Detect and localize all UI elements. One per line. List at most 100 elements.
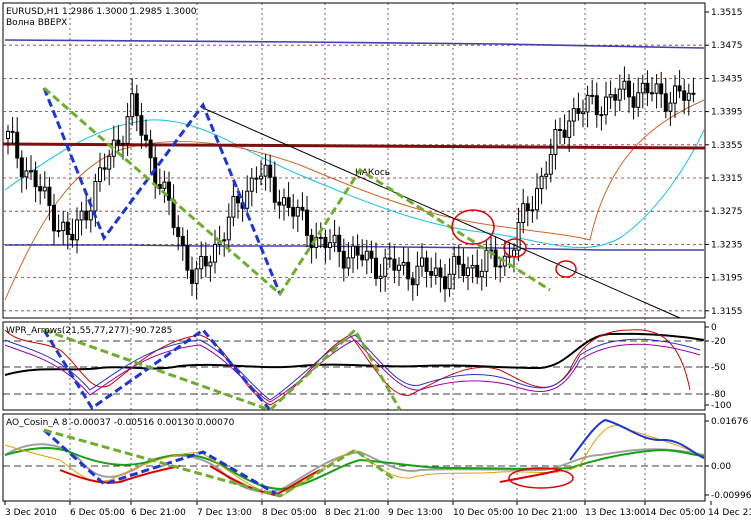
signal-circle[interactable]: [451, 209, 495, 245]
price-axis-label: 1.3475: [711, 41, 743, 51]
candle-body: [254, 177, 259, 180]
candle-body: [659, 83, 664, 95]
candle-body: [484, 249, 489, 272]
candle-body: [567, 120, 572, 138]
candle-body: [535, 188, 539, 211]
candle-body: [461, 263, 466, 277]
candle-body: [475, 264, 480, 278]
candle-body: [599, 114, 604, 117]
candle-body: [52, 204, 56, 232]
ac-axis-label: -0.00996: [711, 491, 751, 501]
candle-body: [571, 108, 576, 122]
ac-orange-line: [4, 425, 701, 498]
candle-body: [530, 209, 535, 212]
wpr-blue-line: [4, 334, 701, 401]
candle-body: [286, 197, 291, 208]
candle-body: [622, 80, 627, 90]
candle-body: [548, 153, 553, 175]
signal-circle[interactable]: [503, 238, 527, 258]
candle-body: [360, 254, 365, 261]
time-axis: 3 Dec 2010 6 Dec 05:00 6 Dec 21:00 7 Dec 13…: [4, 501, 751, 518]
candle-body: [15, 131, 20, 159]
candle-body: [98, 167, 102, 183]
wpr-axis-label: 0: [711, 323, 717, 333]
wpr-black-line: [4, 332, 705, 376]
candle-body: [424, 257, 429, 272]
ac-axis: 0.01676 0.00 -0.00996: [705, 417, 751, 501]
price-axis-label: 1.3395: [711, 108, 743, 118]
candlesticks: [6, 66, 696, 303]
candle-body: [139, 115, 144, 136]
candle-body: [452, 255, 457, 275]
candle-body: [38, 186, 43, 192]
candle-body: [397, 264, 401, 271]
candle-body: [47, 186, 52, 206]
candle-body: [677, 85, 682, 92]
candle-body: [516, 222, 521, 251]
time-axis-label: 8 Dec 21:00: [325, 508, 380, 518]
candle-body: [558, 129, 562, 132]
candle-body: [56, 230, 61, 233]
candle-body: [415, 265, 420, 286]
candle-body: [144, 134, 148, 141]
candle-body: [498, 265, 503, 268]
candle-body: [300, 206, 305, 211]
price-axis-label: 1.3355: [711, 141, 743, 151]
candle-body: [125, 116, 130, 144]
candle-body: [383, 257, 388, 277]
candle-body: [631, 96, 636, 108]
candle-body: [121, 142, 125, 145]
price-axis-label: 1.3235: [711, 240, 743, 250]
ac-gray-line: [4, 443, 705, 493]
candle-body: [553, 129, 558, 155]
price-axis-label: 1.3155: [711, 307, 743, 317]
candle-body: [167, 181, 171, 201]
wpr-axis-label: -100: [711, 401, 732, 411]
candle-body: [581, 111, 585, 114]
candle-body: [33, 170, 38, 188]
time-axis-label: 10 Dec 05:00: [453, 508, 514, 518]
ac-axis-label: 0.00: [711, 462, 731, 472]
candle-body: [6, 130, 10, 140]
cyan-moving-average: [4, 119, 705, 249]
candle-body: [447, 273, 452, 290]
candle-body: [249, 177, 254, 192]
wave-blue-main: [42, 87, 282, 295]
candle-body: [654, 83, 659, 94]
candle-body: [438, 267, 443, 278]
time-axis-label: 8 Dec 05:00: [262, 508, 317, 518]
candle-body: [590, 94, 595, 97]
candle-body: [84, 210, 89, 221]
candle-body: [88, 210, 93, 221]
time-axis-label: 14 Dec 05:00: [645, 508, 706, 518]
mid-price-line: [2, 142, 706, 150]
candle-body: [116, 139, 121, 145]
candle-body: [263, 164, 268, 177]
candle-body: [222, 239, 227, 242]
trend-line[interactable]: [202, 107, 681, 319]
ac-red-segment: [59, 465, 181, 484]
candle-body: [663, 93, 668, 112]
orange-moving-average: [4, 99, 705, 301]
candle-body: [466, 267, 470, 277]
candle-body: [332, 234, 337, 244]
ac-panel-frame: [2, 413, 706, 502]
candle-body: [268, 164, 273, 178]
time-axis-label: 14 Dec 21: [708, 508, 751, 518]
ac-red-segment: [499, 469, 561, 483]
candle-body: [456, 255, 461, 265]
candle-body: [410, 278, 415, 286]
candle-body: [351, 245, 355, 259]
candle-body: [392, 258, 397, 271]
candle-body: [341, 250, 346, 269]
ac-axis-label: 0.01676: [711, 417, 748, 427]
candle-body: [420, 257, 424, 267]
signal-circle[interactable]: [555, 260, 577, 278]
signal-circle[interactable]: [508, 467, 574, 489]
candle-body: [318, 236, 323, 239]
candle-body: [337, 234, 342, 252]
candle-body: [291, 206, 296, 217]
ac-wave-blue: [42, 428, 281, 498]
time-axis-label: 7 Dec 13:00: [197, 508, 252, 518]
